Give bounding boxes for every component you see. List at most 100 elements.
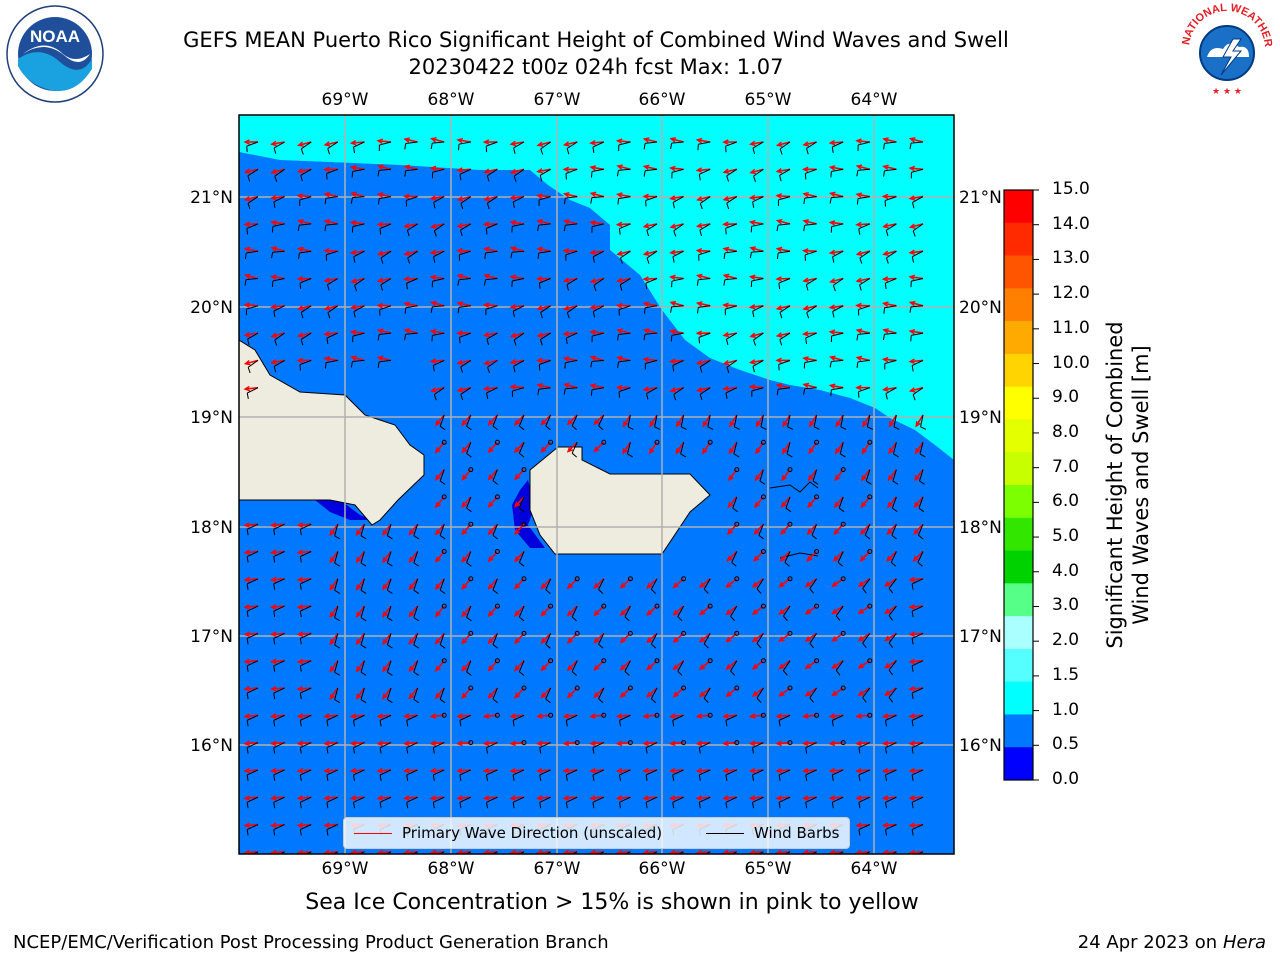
wind-barb [867, 494, 873, 500]
wind-barb [778, 278, 791, 290]
wind-barb [246, 141, 259, 153]
wave-arrow [329, 605, 339, 619]
colorbar-tick-label: 8.0 [1052, 421, 1080, 442]
wave-arrow [834, 441, 844, 455]
wind-barb [888, 605, 897, 621]
lon-label-bottom: 69°W [322, 859, 369, 879]
wind-barb [725, 223, 737, 235]
wave-arrow [775, 849, 791, 854]
wave-arrow [855, 221, 870, 228]
wind-barb [466, 496, 472, 513]
map-axis-labels: 69°W 69°W 68°W 68°W 67°W 67°W 66°W 66°W 65°W 65°W… [190, 90, 1002, 879]
wind-barb [273, 605, 285, 618]
wave-arrow [456, 137, 471, 144]
wind-barb [810, 851, 817, 854]
wind-barb [651, 851, 658, 854]
wave-arrow [754, 469, 765, 482]
wave-arrow [802, 277, 817, 283]
wind-barb [299, 824, 312, 836]
wave-arrow [589, 355, 605, 362]
wind-barb [513, 332, 525, 346]
wind-barb [246, 551, 259, 563]
wind-barb [917, 524, 924, 540]
wind-barb [809, 687, 818, 703]
wind-barb [725, 796, 738, 809]
wave-arrow [589, 849, 604, 854]
wave-arrow [775, 219, 791, 225]
wind-barb [592, 742, 605, 754]
wind-barb [646, 387, 658, 400]
wave-arrow [296, 332, 312, 338]
wind-barb [492, 633, 499, 649]
wave-arrow [695, 359, 711, 366]
wave-arrow [642, 301, 658, 307]
wave-arrow [855, 164, 871, 171]
wave-arrow [908, 576, 924, 583]
wind-barb [406, 223, 418, 237]
wave-arrow [857, 578, 871, 587]
wind-barb [299, 359, 312, 371]
wind-barb [760, 414, 767, 430]
wind-barb [756, 578, 764, 594]
wind-barb [832, 250, 844, 263]
wave-arrow [722, 795, 737, 801]
wind-barb [334, 633, 341, 649]
wind-barb [512, 769, 525, 781]
wind-barb [759, 469, 766, 485]
wind-barb [512, 714, 525, 727]
wave-arrow [802, 356, 817, 362]
wind-barb [247, 168, 259, 182]
wind-barb [431, 278, 445, 288]
wind-barb [326, 796, 339, 809]
wind-barb [601, 658, 607, 664]
wind-barb [680, 442, 687, 458]
wind-barb [354, 278, 365, 292]
wave-arrow [296, 522, 312, 528]
wind-barb [432, 359, 445, 372]
wave-arrow [535, 193, 551, 199]
wind-barb [512, 796, 525, 809]
wind-barb [300, 305, 312, 319]
wave-arrow [536, 767, 551, 774]
wind-barb [406, 742, 418, 754]
wave-arrow [483, 273, 498, 280]
wind-barb [779, 305, 791, 319]
wave-arrow [509, 713, 525, 719]
wind-barb [856, 359, 870, 368]
wind-barb [352, 332, 365, 343]
wave-arrow [908, 358, 924, 364]
wave-arrow [695, 137, 711, 144]
wind-barb [805, 278, 817, 291]
wind-barb [882, 332, 897, 341]
wind-barb [334, 660, 341, 676]
wind-barb [730, 851, 738, 854]
wave-arrow [855, 277, 870, 283]
wind-barb [486, 332, 498, 346]
colorbar-title: Significant Height of Combined Wind Wave… [1102, 275, 1154, 695]
wave-arrow [616, 328, 631, 334]
wind-barb [565, 332, 578, 345]
wave-arrow [487, 578, 498, 590]
wave-arrow [456, 767, 471, 774]
wave-arrow [775, 795, 791, 801]
wind-barb [413, 687, 420, 704]
wind-barb [385, 851, 392, 854]
wind-barb [698, 250, 711, 261]
wind-barb [643, 332, 658, 341]
wave-arrow [403, 795, 418, 801]
wave-arrow [615, 138, 631, 144]
wind-barb [297, 223, 312, 232]
wave-arrow [270, 332, 285, 339]
wind-barb [704, 851, 711, 854]
wave-arrow [243, 658, 259, 665]
wave-arrow [775, 713, 791, 719]
colorbar-swatch [1004, 616, 1033, 650]
wind-barb [840, 521, 846, 527]
wave-arrow [456, 359, 471, 366]
wave-arrow [270, 795, 285, 801]
wave-arrow [882, 223, 897, 229]
wind-barb [353, 250, 365, 263]
wind-barb [673, 223, 684, 237]
wind-barb [430, 141, 445, 150]
wind-barb [699, 223, 711, 236]
